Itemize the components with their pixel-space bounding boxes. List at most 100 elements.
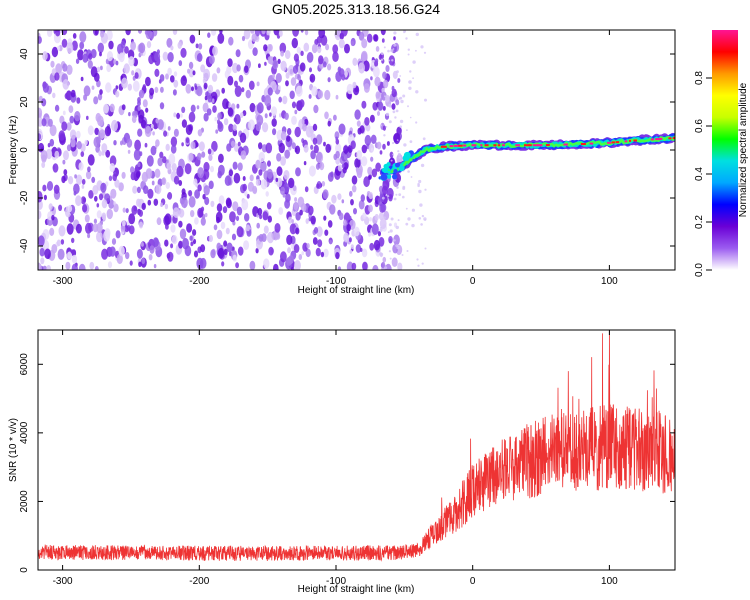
spectrogram-noise-blob: [94, 30, 98, 35]
spectrogram-noise-blob: [184, 163, 192, 175]
spectrogram-noise-blob: [352, 57, 358, 66]
spectrogram-ylabel: Frequency (Hz): [8, 116, 19, 185]
spectrogram-noise-blob: [360, 156, 368, 167]
spectrogram-noise-blob: [305, 218, 309, 224]
spectrogram-noise-blob: [51, 244, 58, 254]
spectrogram-noise-blob: [316, 151, 324, 163]
spectrogram-noise-blob: [120, 40, 126, 49]
spectrogram-noise-blob: [54, 72, 60, 81]
spectrogram-noise-blob: [370, 134, 377, 144]
spectrogram-noise-blob: [181, 197, 188, 209]
spectrogram-noise-blob: [227, 75, 234, 86]
spectrogram-noise-blob: [369, 114, 375, 123]
spectrogram-noise-blob: [141, 257, 146, 264]
spectrogram-noise-blob: [170, 136, 178, 147]
spectrogram-noise-blob: [350, 140, 356, 150]
spectrogram-noise-blob: [38, 133, 42, 140]
spectrogram-noise-blob: [299, 99, 305, 108]
spectrogram-noise-blob: [46, 265, 51, 270]
spectrogram-noise-blob: [405, 37, 408, 40]
spectrogram-noise-blob: [317, 46, 322, 54]
spectrogram-noise-blob: [361, 144, 367, 154]
spectrogram-noise-blob: [397, 150, 400, 153]
spectrogram-noise-blob: [308, 94, 312, 99]
spectrogram-noise-blob: [300, 50, 304, 56]
spectrogram-noise-blob: [388, 250, 391, 253]
spectrogram-noise-blob: [157, 157, 163, 167]
spectrogram-noise-blob: [47, 118, 53, 127]
spectrogram-noise-blob: [392, 153, 394, 156]
spectrogram-noise-blob: [259, 160, 267, 172]
spectrogram-noise-blob: [147, 199, 152, 206]
spectrogram-noise-blob: [387, 49, 390, 53]
spectrogram-ridge-core: [563, 143, 568, 146]
spectrogram-noise-blob: [377, 231, 381, 237]
spectrogram-noise-blob: [83, 85, 91, 97]
spectrogram-noise-blob: [381, 38, 385, 43]
spectrogram-noise-blob: [149, 245, 155, 254]
spectrogram-noise-blob: [322, 189, 329, 200]
spectrogram-noise-blob: [50, 60, 55, 68]
spectrogram-noise-blob: [113, 201, 116, 206]
spectrogram-noise-blob: [137, 162, 141, 168]
spectrogram-noise-blob: [62, 110, 66, 116]
spectrogram-noise-blob: [383, 46, 386, 49]
spectrogram-noise-blob: [207, 94, 213, 103]
spectrogram-noise-blob: [179, 228, 187, 240]
spectrogram-noise-blob: [385, 65, 390, 72]
spectrogram-noise-blob: [304, 186, 309, 193]
spectrogram-noise-blob: [208, 180, 214, 190]
spectrogram-noise-blob: [80, 196, 86, 205]
spectrogram-noise-blob: [389, 151, 394, 158]
spectrogram-noise-blob: [180, 113, 183, 118]
spectrogram-noise-blob: [40, 257, 45, 265]
spectrogram-noise-blob: [56, 239, 61, 247]
spectrogram-noise-blob: [38, 191, 43, 203]
spectrogram-noise-blob: [195, 43, 199, 49]
spectrogram-noise-blob: [58, 204, 63, 211]
spectrogram-noise-blob: [277, 58, 281, 64]
spectrogram-noise-blob: [178, 60, 183, 67]
spectrogram-noise-blob: [98, 150, 102, 157]
spectrogram-noise-blob: [137, 97, 141, 103]
spectrogram-noise-blob: [267, 215, 272, 223]
spectrogram-onset-blob: [403, 151, 411, 159]
spectrogram-noise-blob: [399, 75, 402, 77]
spectrogram-noise-blob: [159, 151, 164, 159]
spectrogram-noise-blob: [178, 220, 183, 228]
spectrogram-noise-blob: [249, 174, 254, 182]
snr-frame: [37, 329, 676, 571]
spectrogram-noise-blob: [176, 165, 184, 178]
spectrogram-noise-blob: [392, 48, 395, 50]
spectrogram-noise-blob: [385, 112, 390, 117]
spectrogram-noise-blob: [291, 101, 297, 109]
spectrogram-noise-blob: [146, 41, 152, 49]
spectrogram-noise-blob: [42, 184, 47, 192]
spectrogram-noise-blob: [368, 192, 373, 200]
spectrogram-noise-blob: [361, 50, 368, 62]
spectrogram-noise-blob: [173, 175, 180, 185]
colorbar-ramp: [712, 30, 738, 270]
spectrogram-noise-blob: [386, 187, 394, 200]
spectrogram-noise-blob: [272, 128, 277, 136]
spectrogram-noise-blob: [190, 104, 196, 113]
spectrogram-ridge-core: [440, 145, 447, 148]
spectrogram-noise-blob: [318, 55, 324, 65]
colorbar-tick-label: 0.2: [694, 215, 705, 229]
spectrogram-noise-blob: [245, 89, 251, 99]
spectrogram-noise-blob: [215, 129, 219, 134]
spectrogram-noise-blob: [280, 251, 287, 263]
spectrogram-noise-blob: [355, 167, 359, 172]
spectrogram-noise-blob: [320, 251, 325, 258]
spectrogram-noise-blob: [138, 221, 144, 229]
spectrogram-noise-blob: [256, 102, 264, 114]
spectrogram-noise-blob: [416, 258, 419, 261]
spectrogram-noise-blob: [301, 251, 305, 256]
spectrogram-noise-blob: [159, 74, 165, 82]
spectrogram-noise-blob: [327, 63, 332, 71]
spectrogram-noise-blob: [52, 163, 59, 173]
spectrogram-noise-blob: [234, 114, 241, 125]
spectrogram-noise-blob: [61, 121, 68, 131]
spectrogram-noise-blob: [237, 141, 241, 147]
spectrogram-onset-blob: [392, 174, 398, 180]
